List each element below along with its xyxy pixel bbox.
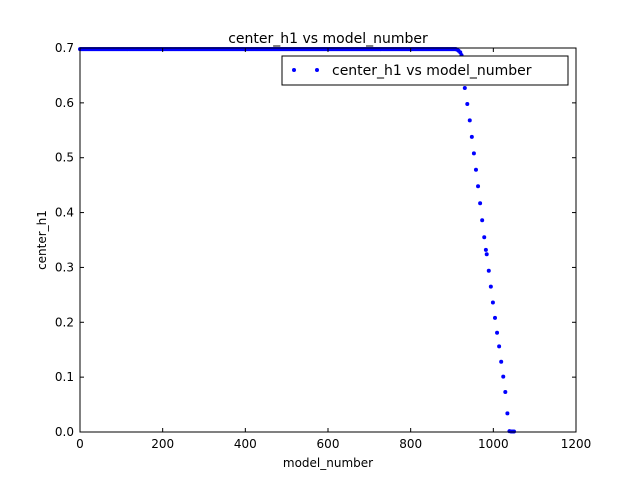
- y-tick-label: 0.4: [55, 206, 74, 220]
- data-point: [503, 389, 508, 394]
- legend-marker: [315, 68, 319, 72]
- x-tick-label: 400: [234, 437, 257, 451]
- data-point: [469, 134, 474, 139]
- x-tick-label: 0: [76, 437, 84, 451]
- data-point: [490, 300, 495, 305]
- data-point: [482, 235, 487, 240]
- data-point: [497, 344, 502, 349]
- x-tick-label: 1000: [478, 437, 509, 451]
- y-tick-label: 0.0: [55, 425, 74, 439]
- y-tick-label: 0.3: [55, 260, 74, 274]
- data-point: [483, 247, 488, 252]
- legend-box: [281, 55, 569, 86]
- y-tick-label: 0.2: [55, 315, 74, 329]
- data-point: [499, 359, 504, 364]
- data-point: [471, 151, 476, 156]
- x-tick-label: 600: [317, 437, 340, 451]
- data-point: [501, 374, 506, 379]
- x-tick-label: 200: [151, 437, 174, 451]
- plot-area: [80, 48, 576, 432]
- x-axis: 0 200 400 600 800 1000 1200: [76, 48, 591, 451]
- data-point: [484, 252, 489, 257]
- data-point: [473, 167, 478, 172]
- legend-marker: [292, 68, 296, 72]
- y-axis: 0.0 0.1 0.2 0.3 0.4 0.5 0.6 0.7: [55, 41, 576, 439]
- legend: center_h1 vs model_number: [281, 55, 569, 86]
- x-tick-label: 800: [399, 437, 422, 451]
- y-tick-label: 0.6: [55, 96, 74, 110]
- y-axis-label: center_h1: [35, 210, 49, 270]
- data-point: [505, 411, 510, 416]
- data-point: [486, 268, 491, 273]
- data-point: [480, 218, 485, 223]
- data-point: [465, 101, 470, 106]
- data-point: [462, 86, 467, 91]
- data-point: [478, 201, 483, 206]
- data-point: [492, 315, 497, 320]
- y-tick-label: 0.7: [55, 41, 74, 55]
- data-point: [495, 330, 500, 335]
- data-point: [476, 184, 481, 189]
- x-axis-label: model_number: [283, 456, 373, 470]
- legend-label: center_h1 vs model_number: [332, 63, 532, 79]
- data-point: [467, 118, 472, 123]
- data-point: [488, 284, 493, 289]
- y-tick-label: 0.5: [55, 151, 74, 165]
- x-tick-label: 1200: [561, 437, 592, 451]
- y-tick-label: 0.1: [55, 370, 74, 384]
- chart-title: center_h1 vs model_number: [228, 31, 428, 47]
